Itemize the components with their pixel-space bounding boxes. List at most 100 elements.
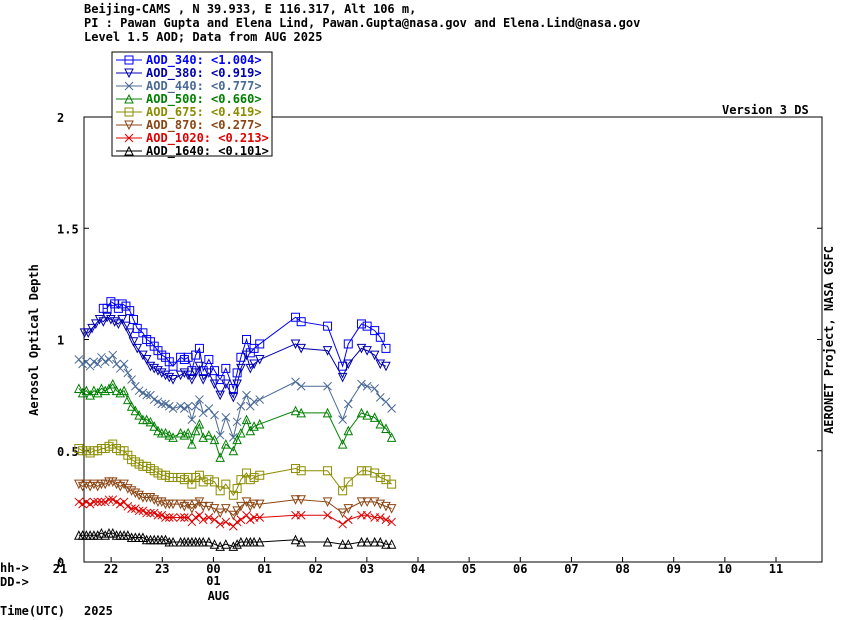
y-tick-label: 1 — [57, 334, 64, 348]
data-point — [387, 517, 396, 527]
data-point — [381, 361, 391, 372]
x-tick-label: 21 — [53, 562, 67, 576]
data-point — [296, 466, 306, 476]
data-point — [296, 495, 306, 505]
header-line-1: Beijing-CAMS , N 39.933, E 116.317, Alt … — [84, 2, 417, 16]
data-point — [179, 430, 190, 440]
data-point — [128, 314, 138, 324]
data-point — [290, 534, 301, 545]
x-tick-label: 10 — [718, 562, 732, 576]
data-point — [85, 481, 95, 492]
data-point — [209, 434, 220, 445]
data-point — [356, 536, 367, 547]
data-point — [242, 335, 252, 344]
data-point — [375, 513, 385, 522]
data-point — [254, 355, 265, 365]
data-point — [115, 387, 126, 398]
data-point — [179, 368, 190, 378]
data-point — [241, 350, 252, 361]
data-point — [296, 536, 306, 547]
data-point — [254, 536, 265, 547]
data-point — [134, 506, 144, 516]
legend-entry-aod_440: AOD_440: <0.777> — [146, 79, 262, 94]
data-point — [92, 481, 103, 492]
data-point — [221, 413, 231, 422]
data-point — [210, 515, 219, 525]
data-point — [245, 501, 256, 512]
data-point — [153, 425, 163, 436]
data-point — [97, 497, 106, 507]
data-point — [375, 536, 386, 547]
data-point — [107, 527, 118, 538]
data-point — [338, 361, 348, 371]
data-point — [190, 499, 201, 510]
data-point — [187, 375, 197, 385]
data-point — [369, 350, 380, 361]
data-point — [236, 352, 246, 362]
series-line-aod_340 — [103, 300, 387, 391]
data-point — [157, 399, 167, 409]
data-point — [343, 339, 353, 349]
data-point — [104, 495, 114, 505]
time-label: Time(UTC) — [0, 604, 65, 618]
data-point — [236, 363, 246, 374]
x-tick-label: 11 — [769, 562, 783, 576]
data-point — [149, 495, 160, 505]
data-point — [153, 510, 163, 520]
data-point — [369, 412, 380, 422]
data-point — [194, 361, 205, 372]
data-point — [175, 370, 186, 381]
data-point — [87, 323, 97, 334]
y-tick-label: 0 — [57, 556, 64, 570]
data-point — [356, 407, 367, 418]
data-point — [362, 381, 372, 391]
x-tick-label: 06 — [513, 562, 527, 576]
data-point — [168, 499, 178, 510]
data-point — [77, 481, 88, 492]
data-point — [168, 375, 178, 385]
data-point — [381, 539, 391, 549]
data-point — [370, 326, 380, 336]
data-point — [190, 425, 201, 436]
data-point — [102, 312, 112, 323]
data-point — [375, 418, 386, 429]
data-point — [221, 539, 231, 549]
version-label: Version 3 DS — [722, 103, 809, 117]
data-point — [107, 477, 118, 488]
data-point — [337, 508, 348, 519]
data-point — [215, 508, 225, 519]
data-point — [322, 497, 333, 508]
data-point — [94, 314, 105, 325]
data-point — [160, 427, 171, 438]
data-point — [149, 421, 160, 431]
data-point — [156, 368, 167, 378]
data-point — [183, 427, 193, 438]
data-point — [124, 81, 134, 91]
data-point — [337, 539, 348, 549]
y-tick-label: 1.5 — [57, 222, 79, 236]
hh-label: hh-> — [0, 561, 29, 575]
data-point — [100, 479, 111, 490]
data-point — [198, 536, 209, 547]
legend-entry-aod_500: AOD_500: <0.660> — [146, 92, 262, 107]
data-point — [343, 539, 354, 549]
data-point — [190, 368, 201, 378]
data-point — [195, 395, 204, 404]
data-point — [255, 395, 265, 404]
data-point — [83, 328, 94, 338]
header-line-2: PI : Pawan Gupta and Elena Lind, Pawan.G… — [84, 16, 641, 30]
data-point — [322, 346, 333, 356]
data-point — [96, 383, 107, 393]
data-point — [168, 361, 178, 371]
data-point — [209, 379, 220, 390]
data-point — [245, 363, 256, 374]
data-point — [221, 438, 231, 449]
data-point — [90, 319, 101, 330]
data-point — [100, 530, 111, 540]
data-point — [228, 392, 239, 403]
data-point — [291, 377, 300, 387]
data-point — [175, 499, 186, 510]
data-point — [180, 513, 189, 522]
data-point — [124, 133, 134, 143]
